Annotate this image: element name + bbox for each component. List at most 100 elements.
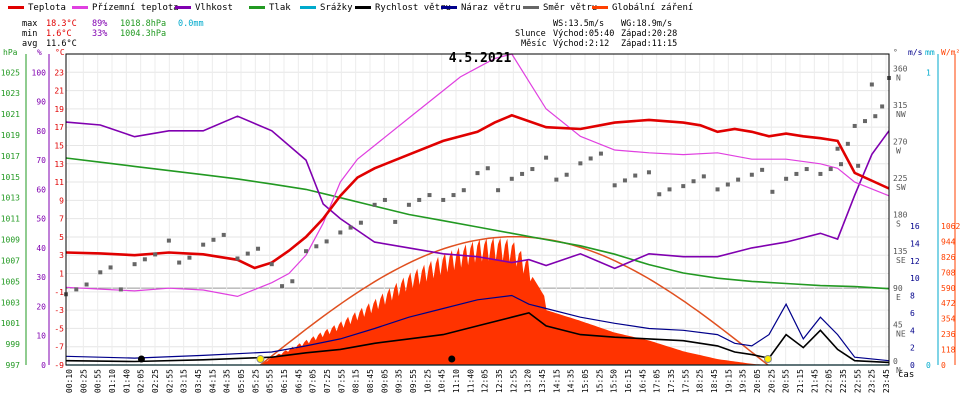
sun-label: Slunce: [515, 29, 546, 39]
legend-swatch: [300, 6, 316, 9]
time-tick-label: 11:40: [466, 369, 475, 393]
radiation-unit: W/m²: [941, 48, 960, 57]
pressure-unit: hPa: [3, 48, 18, 57]
chart-marks: [64, 53, 891, 366]
min-humidity: 33%: [92, 29, 108, 39]
legend-swatch: [355, 6, 371, 9]
temp-tick-label: -1: [54, 288, 64, 297]
wind-direction-point: [245, 251, 250, 256]
radiation-tick-label: 236: [941, 330, 956, 339]
pressure-tick-label: 1019: [1, 131, 20, 140]
temp-tick-label: 9: [59, 196, 64, 205]
wind-direction-point: [338, 230, 343, 235]
temp-tick-label: 23: [54, 68, 64, 77]
time-tick-label: 16:15: [624, 369, 633, 393]
wind-direction-point: [544, 155, 549, 160]
time-tick-label: 10:45: [438, 369, 447, 393]
wind-direction-point: [681, 184, 686, 189]
legend-item: Tlak: [249, 3, 291, 13]
wind-direction-point: [749, 172, 754, 177]
pressure-tick-label: 997: [6, 361, 21, 370]
min-label: min: [22, 29, 38, 39]
wind-direction-point: [612, 183, 617, 188]
temp-tick-label: 15: [54, 141, 64, 150]
humidity-tick-label: 0: [41, 361, 46, 370]
wind-direction-point: [862, 119, 867, 124]
wind-direction-point: [622, 178, 627, 183]
moonrise: Východ:2:12: [553, 39, 610, 49]
wind-direction-point: [715, 187, 720, 192]
wind-direction-point: [166, 238, 171, 243]
moon-label: Měsíc: [521, 39, 547, 49]
temp-tick-label: 3: [59, 251, 64, 260]
temp-tick-label: 5: [59, 233, 64, 242]
time-tick-label: 20:25: [767, 369, 776, 393]
wind-direction-point: [304, 249, 309, 254]
legend-item: Náraz větru: [441, 3, 521, 13]
time-tick-label: 05:25: [251, 369, 260, 393]
time-tick-label: 08:15: [352, 369, 361, 393]
time-tick-label: 13:20: [524, 369, 533, 393]
wind-tick-label: 2: [910, 344, 915, 353]
radiation-tick-label: 826: [941, 253, 956, 262]
wind-direction-point: [598, 151, 603, 156]
legend-label: Směr větru: [543, 3, 598, 13]
wind-direction-point: [461, 188, 466, 193]
direction-tick-label: 135: [893, 247, 908, 256]
humidity-tick-label: 100: [32, 68, 47, 77]
wind-tick-label: 16: [910, 222, 920, 231]
direction-unit: °: [893, 48, 898, 57]
legend-swatch: [72, 6, 88, 9]
direction-letter: E: [896, 293, 901, 302]
time-tick-label: 17:05: [653, 369, 662, 393]
time-tick-label: 03:45: [194, 369, 203, 393]
time-tick-label: 02:55: [165, 369, 174, 393]
legend-item: Srážky: [300, 3, 353, 13]
time-tick-label: 12:35: [495, 369, 504, 393]
radiation-tick-label: 354: [941, 315, 956, 324]
wind-direction-point: [153, 252, 158, 257]
wind-direction-point: [358, 220, 363, 225]
time-tick-label: 19:35: [739, 369, 748, 393]
legend-swatch: [523, 6, 539, 9]
time-tick-label: 12:55: [509, 369, 518, 393]
wind-direction-point: [818, 171, 823, 176]
time-tick-label: 08:45: [366, 369, 375, 393]
humidity-line: [65, 115, 890, 270]
wind-direction-point: [314, 244, 319, 249]
humidity-tick-label: 20: [36, 302, 46, 311]
wind-speed-max: WS:13.5m/s: [553, 19, 605, 29]
direction-letter: N: [896, 366, 901, 375]
time-tick-label: 22:55: [853, 369, 862, 393]
legend-item: Směr větru: [523, 3, 597, 13]
time-tick-label: 16:45: [638, 369, 647, 393]
wind-direction-point: [74, 287, 79, 292]
wind-direction-point: [290, 279, 295, 284]
wind-direction-point: [211, 237, 216, 242]
direction-letter: S: [896, 220, 901, 229]
wind-direction-point: [132, 262, 137, 267]
wind-tick-label: 14: [910, 239, 920, 248]
max-humidity: 89%: [92, 19, 108, 29]
wind-direction-point: [427, 193, 432, 198]
moonset: Západ:11:15: [621, 39, 678, 49]
wind-direction-point: [509, 176, 514, 181]
min-temp: 1.6°C: [46, 29, 72, 39]
pressure-tick-label: 1013: [1, 194, 20, 203]
radiation-theoretical-curve: [259, 235, 769, 366]
wind-direction-point: [554, 177, 559, 182]
max-pressure: 1018.8hPa: [120, 19, 167, 29]
chart-title: 4.5.2021: [449, 51, 512, 66]
legend-item: Rychlost větru: [355, 3, 451, 13]
wind-direction-point: [520, 171, 525, 176]
direction-tick-label: 45: [893, 320, 903, 329]
pressure-tick-label: 999: [6, 340, 21, 349]
wind-direction-point: [770, 189, 775, 194]
time-tick-label: 17:35: [667, 369, 676, 393]
time-tick-label: 07:55: [337, 369, 346, 393]
direction-tick-label: 270: [893, 137, 908, 146]
wind-direction-point: [98, 270, 103, 275]
wind-direction-point: [880, 104, 885, 109]
wind-direction-point: [201, 242, 206, 247]
